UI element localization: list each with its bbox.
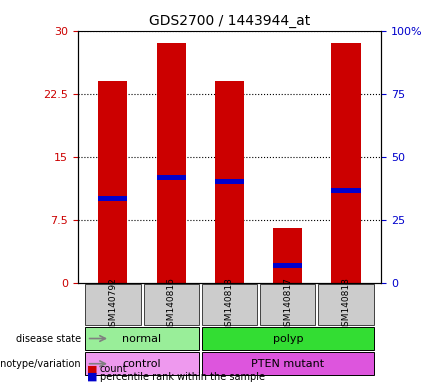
- FancyBboxPatch shape: [143, 283, 199, 325]
- Text: normal: normal: [123, 334, 162, 344]
- FancyBboxPatch shape: [318, 283, 374, 325]
- Text: ■: ■: [87, 364, 97, 374]
- Text: polyp: polyp: [272, 334, 303, 344]
- FancyBboxPatch shape: [85, 353, 199, 375]
- Bar: [157, 43, 186, 283]
- Text: disease state: disease state: [16, 334, 81, 344]
- FancyBboxPatch shape: [202, 327, 374, 350]
- Text: count: count: [100, 364, 127, 374]
- Bar: [273, 228, 302, 283]
- Title: GDS2700 / 1443944_at: GDS2700 / 1443944_at: [149, 14, 310, 28]
- Text: GSM140813: GSM140813: [225, 277, 234, 332]
- FancyBboxPatch shape: [202, 283, 257, 325]
- Text: GSM140817: GSM140817: [283, 277, 292, 332]
- Text: GSM140816: GSM140816: [167, 277, 176, 332]
- Text: control: control: [123, 359, 162, 369]
- Bar: [215, 81, 244, 283]
- Bar: [98, 196, 127, 201]
- Bar: [332, 43, 361, 283]
- Text: genotype/variation: genotype/variation: [0, 359, 81, 369]
- Text: percentile rank within the sample: percentile rank within the sample: [100, 372, 265, 382]
- FancyBboxPatch shape: [202, 353, 374, 375]
- Text: PTEN mutant: PTEN mutant: [251, 359, 324, 369]
- Text: GSM140818: GSM140818: [342, 277, 351, 332]
- Text: ■: ■: [87, 372, 97, 382]
- FancyBboxPatch shape: [85, 327, 199, 350]
- Bar: [332, 188, 361, 193]
- Bar: [98, 81, 127, 283]
- FancyBboxPatch shape: [260, 283, 316, 325]
- Bar: [157, 175, 186, 180]
- FancyBboxPatch shape: [85, 283, 141, 325]
- Text: GSM140792: GSM140792: [108, 277, 117, 332]
- Bar: [273, 263, 302, 268]
- Bar: [215, 179, 244, 184]
